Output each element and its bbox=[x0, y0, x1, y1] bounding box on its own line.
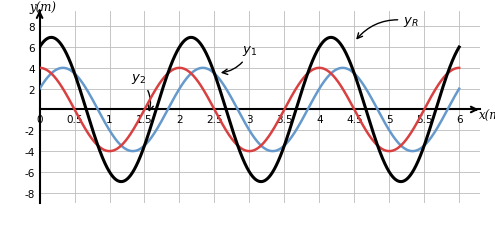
Text: x(m): x(m) bbox=[479, 110, 495, 123]
Text: y(m): y(m) bbox=[29, 1, 56, 14]
Text: $y_2$: $y_2$ bbox=[131, 72, 153, 111]
Text: $y_1$: $y_1$ bbox=[222, 44, 257, 75]
Text: $y_R$: $y_R$ bbox=[357, 15, 419, 39]
